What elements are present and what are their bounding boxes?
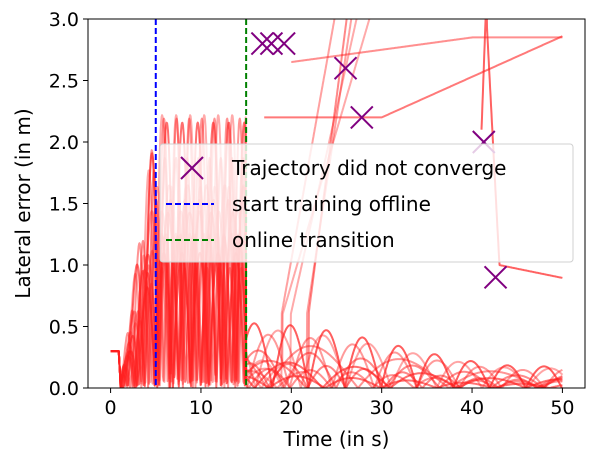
legend-item: Trajectory did not converge [180,156,506,180]
y-tick-label: 1.5 [49,194,79,216]
trajectory-line [110,252,564,388]
y-tick-label: 2.0 [49,132,79,154]
y-tick-label: 0.5 [49,317,79,339]
legend-label: Trajectory did not converge [231,156,506,180]
legend-label: online transition [232,228,395,252]
legend: Trajectory did not converge start trainin… [159,143,574,263]
trajectory-line [263,35,563,119]
trajectory-line [110,210,563,388]
x-axis-label: Time (in s) [283,427,390,451]
x-tick-label: 50 [550,397,574,419]
non-convergence-marker [483,265,508,290]
x-tick-label: 30 [370,397,394,419]
trajectory-line [110,235,563,388]
x-tick-label: 0 [105,397,117,419]
non-convergence-marker [333,56,358,80]
non-convergence-markers [250,31,508,290]
non-convergence-marker [350,105,374,130]
x-axis-ticks: 0 10 20 30 40 50 [105,388,575,419]
trajectory-line [290,36,563,63]
x-tick-label: 40 [460,397,484,419]
non-convergence-marker [259,31,284,56]
y-axis-label: Lateral error (in m) [11,108,35,298]
y-tick-label: 0.0 [49,378,79,400]
legend-label: start training offline [232,192,431,216]
legend-item: start training offline [166,192,431,216]
y-axis-ticks: 0.0 0.5 1.0 1.5 2.0 2.5 3.0 [49,9,88,400]
legend-item: online transition [166,228,395,252]
x-tick-label: 10 [189,397,213,419]
non-convergence-marker [250,31,275,56]
non-convergence-marker [272,31,296,56]
legend-box [159,143,574,263]
x-tick-label: 20 [279,397,303,419]
y-tick-label: 3.0 [49,9,79,31]
y-tick-label: 1.0 [49,255,79,277]
y-tick-label: 2.5 [49,71,79,93]
